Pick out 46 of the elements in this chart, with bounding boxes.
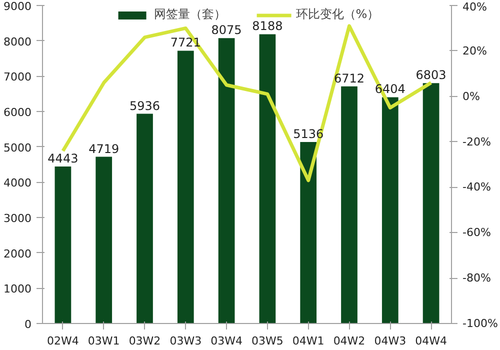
data-label: 8188 bbox=[252, 19, 283, 34]
y-tick-label: 9000 bbox=[4, 0, 32, 13]
x-tick-label: 02W4 bbox=[47, 334, 79, 348]
y2-tick-label: -20% bbox=[462, 135, 491, 148]
bar bbox=[54, 166, 72, 324]
bar bbox=[136, 114, 153, 324]
y-tick-label: 8000 bbox=[4, 35, 32, 48]
y-tick-label: 7000 bbox=[4, 70, 32, 84]
bar bbox=[218, 38, 235, 324]
x-tick-label: 03W5 bbox=[252, 334, 284, 348]
y-tick-label: 3000 bbox=[4, 212, 32, 225]
y2-tick-label: -80% bbox=[462, 272, 491, 285]
x-tick-label: 04W4 bbox=[415, 334, 447, 348]
bar bbox=[177, 50, 194, 324]
y-tick-label: 5000 bbox=[4, 141, 32, 154]
y2-tick-label: -100% bbox=[462, 317, 498, 330]
x-tick-label: 03W1 bbox=[88, 334, 120, 348]
bar bbox=[300, 142, 317, 324]
data-label: 4719 bbox=[88, 142, 120, 156]
data-label: 8075 bbox=[211, 23, 242, 38]
data-label: 6803 bbox=[416, 68, 446, 82]
bar bbox=[382, 97, 398, 324]
y2-tick-label: 40% bbox=[462, 0, 487, 14]
bar bbox=[96, 156, 112, 324]
bar bbox=[422, 83, 440, 324]
y2-tick-label: -60% bbox=[462, 226, 491, 240]
y-tick-label: 1000 bbox=[4, 282, 32, 296]
legend-label: 网签量（套） bbox=[154, 6, 226, 23]
x-tick-label: 03W2 bbox=[128, 334, 161, 348]
x-tick-label: 04W1 bbox=[292, 334, 324, 348]
data-label: 5936 bbox=[129, 98, 160, 113]
bar bbox=[259, 34, 276, 324]
legend-label: 环比变化（%） bbox=[296, 6, 380, 23]
x-tick-label: 04W2 bbox=[333, 334, 366, 348]
y-tick-label: 0 bbox=[24, 318, 32, 331]
data-label: 4443 bbox=[48, 152, 78, 166]
y-tick-label: 4000 bbox=[4, 176, 32, 190]
y2-tick-label: 20% bbox=[462, 44, 487, 58]
x-tick-label: 04W3 bbox=[374, 334, 406, 348]
y-tick-label: 2000 bbox=[4, 247, 32, 260]
x-tick-label: 03W4 bbox=[210, 334, 242, 348]
y2-tick-label: 0% bbox=[462, 90, 480, 103]
bar bbox=[341, 86, 358, 324]
y2-tick-label: -40% bbox=[462, 180, 491, 194]
x-tick-label: 03W3 bbox=[170, 334, 202, 348]
y-tick-label: 6000 bbox=[4, 106, 32, 119]
